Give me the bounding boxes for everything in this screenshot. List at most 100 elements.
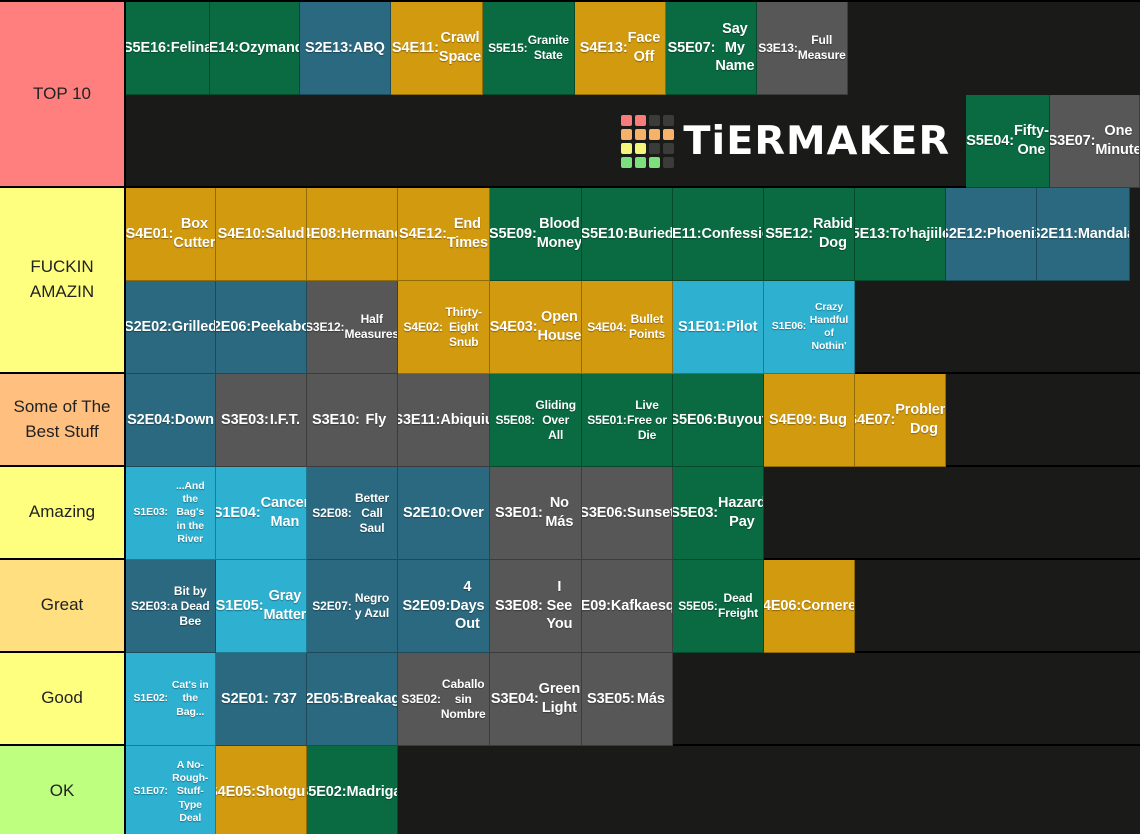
tier-item-tile[interactable]: S1E06: Crazy Handful of Nothin' <box>764 281 855 374</box>
tier-items-container[interactable]: S1E07:A No-Rough-Stuff-Type DealS4E05:Sh… <box>126 746 1140 834</box>
tier-item-tile[interactable]: S2E13: ABQ <box>300 2 391 95</box>
tier-item-tile[interactable]: S3E06: Sunset <box>582 467 673 560</box>
tier-item-tile[interactable]: S1E04: Cancer Man <box>216 467 307 560</box>
tier-item-title: ABQ <box>352 39 385 56</box>
tier-label-great[interactable]: Great <box>0 560 126 651</box>
tier-item-tile[interactable]: S4E03: Open House <box>490 281 582 374</box>
tier-item-code: S4E01: <box>126 225 174 242</box>
tier-item-tile[interactable]: S5E09: Blood Money <box>490 188 582 281</box>
tier-label-fuckin-amazin[interactable]: FUCKIN AMAZIN <box>0 188 126 372</box>
tier-item-tile[interactable]: S5E01: Live Free or Die <box>582 374 673 467</box>
tier-item-tile[interactable]: S5E14:Ozymandias <box>210 2 300 95</box>
tier-label-some-of-the-best-stuff[interactable]: Some of The Best Stuff <box>0 374 126 465</box>
tier-item-tile[interactable]: S2E07: Negro y Azul <box>307 560 398 653</box>
tier-item-tile[interactable]: S3E02: Caballo sin Nombre <box>398 653 490 746</box>
tier-item-title: Fly <box>365 411 387 428</box>
tier-item-tile[interactable]: S4E05:Shotgun <box>216 746 307 834</box>
tier-item-tile[interactable]: S4E11: Crawl Space <box>391 2 483 95</box>
tier-item-tile[interactable]: S4E07:Problem Dog <box>855 374 946 467</box>
tier-items-container[interactable]: S1E03: ...And the Bag's in the River S1E04… <box>126 467 1140 560</box>
tier-item-tile[interactable]: S4E09: Bug <box>764 374 855 467</box>
tier-item-title: Open House <box>537 309 582 344</box>
tier-item-code: S1E01: <box>678 318 726 335</box>
tier-item-tile[interactable]: S2E05:Breakage <box>307 653 398 746</box>
tier-item-tile[interactable]: S4E01: Box Cutter <box>126 188 216 281</box>
tier-item-title: Abiquiu <box>440 411 490 428</box>
tier-item-title: Rabid Dog <box>813 216 853 251</box>
tier-item-tile[interactable]: S3E12: Half Measures <box>307 281 398 374</box>
tier-item-tile[interactable]: S1E07: A No-Rough-Stuff-Type Deal <box>126 746 216 834</box>
tier-item-code: S4E06: <box>764 597 802 614</box>
tier-item-tile[interactable]: S5E12: Rabid Dog <box>764 188 855 281</box>
tier-item-tile[interactable]: S5E10: Buried <box>582 188 673 281</box>
tier-item-tile[interactable]: S3E13: Full Measure <box>757 2 848 95</box>
logo-grid-cell <box>635 143 647 154</box>
tier-item-code: S3E10: <box>312 411 360 428</box>
tier-item-tile[interactable]: S2E02: Grilled <box>126 281 216 374</box>
tier-item-tile[interactable]: S5E11:Confessions <box>673 188 764 281</box>
tier-item-tile[interactable]: S5E08: Gliding Over All <box>490 374 582 467</box>
tier-item-tile[interactable]: S3E04: Green Light <box>490 653 582 746</box>
tier-item-tile[interactable]: S3E09:Kafkaesque <box>582 560 673 653</box>
tier-item-tile[interactable]: S1E02: Cat's in the Bag... <box>126 653 216 746</box>
tier-item-title: Gray Matter <box>263 588 307 623</box>
tier-item-tile[interactable]: S3E10: Fly <box>307 374 398 467</box>
tier-item-code: S4E12: <box>399 225 447 242</box>
tier-item-tile[interactable]: S5E05: Dead Freight <box>673 560 764 653</box>
tier-item-tile[interactable]: S5E13:To'hajiilee <box>855 188 946 281</box>
tier-item-tile[interactable]: S1E05: Gray Matter <box>216 560 307 653</box>
tier-item-tile[interactable]: S1E01: Pilot <box>673 281 764 374</box>
logo-grid-cell <box>621 129 633 140</box>
tier-item-tile[interactable]: S2E09: 4 Days Out <box>398 560 490 653</box>
tier-label-amazing[interactable]: Amazing <box>0 467 126 558</box>
logo-grid-cell <box>649 143 661 154</box>
tier-item-code: S2E11: <box>1037 225 1078 242</box>
tier-item-title: Crawl Space <box>438 30 482 65</box>
tier-row: Amazing S1E03: ...And the Bag's in the Riv… <box>0 467 1140 560</box>
tier-item-tile[interactable]: S3E01: No Más <box>490 467 582 560</box>
tier-item-tile[interactable]: S2E08: Better Call Saul <box>307 467 398 560</box>
tier-item-tile[interactable]: S4E08:Hermanos <box>307 188 398 281</box>
tier-item-tile[interactable]: S2E06:Peekaboo <box>216 281 307 374</box>
tier-item-tile[interactable]: S2E04: Down <box>126 374 216 467</box>
tier-item-tile[interactable]: S3E07: One Minute <box>1050 95 1140 188</box>
tier-item-tile[interactable]: S3E11: Abiquiu <box>398 374 490 467</box>
tier-item-tile[interactable]: S5E15: Granite State <box>483 2 575 95</box>
tiermaker-logo: TiERMAKER <box>599 95 966 188</box>
tier-item-tile[interactable]: S4E02: Thirty-Eight Snub <box>398 281 490 374</box>
tier-item-title: Hazard Pay <box>718 495 764 530</box>
tier-item-tile[interactable]: S1E03: ...And the Bag's in the River <box>126 467 216 560</box>
tier-item-title: Buried <box>628 225 673 242</box>
tier-item-tile[interactable]: S5E16: Felina <box>126 2 210 95</box>
tier-item-tile[interactable]: S5E07: Say My Name <box>666 2 757 95</box>
tier-item-tile[interactable]: S3E05: Más <box>582 653 673 746</box>
tier-item-tile[interactable]: S4E12: End Times <box>398 188 490 281</box>
tier-item-tile[interactable]: S2E03: Bit by a Dead Bee <box>126 560 216 653</box>
tier-items-container[interactable]: S2E03: Bit by a Dead Bee S1E05: Gray Matter… <box>126 560 1140 653</box>
tier-item-tile[interactable]: S2E12:Phoenix <box>946 188 1037 281</box>
tier-items-container[interactable]: S2E04: Down S3E03: I.F.T. S3E10: Fly S3E11: Abi… <box>126 374 1140 467</box>
tier-item-tile[interactable]: S2E10: Over <box>398 467 490 560</box>
tier-item-tile[interactable]: S4E06:Cornered <box>764 560 855 653</box>
tier-item-code: S1E03: <box>133 506 169 519</box>
logo-grid-cell <box>621 157 633 168</box>
tier-items-container[interactable]: S4E01:Box CutterS4E10:SaludS4E08:Hermano… <box>126 188 1140 374</box>
tier-items-container[interactable]: S5E16:FelinaS5E14:OzymandiasS2E13:ABQS4E… <box>126 2 1140 188</box>
tier-item-tile[interactable]: S2E01: 737 <box>216 653 307 746</box>
tier-item-title: To'hajiilee <box>889 225 945 242</box>
tier-item-tile[interactable]: S5E03: Hazard Pay <box>673 467 764 560</box>
tier-item-tile[interactable]: S4E13: Face Off <box>575 2 666 95</box>
tier-item-tile[interactable]: S5E06: Buyout <box>673 374 764 467</box>
tier-items-container[interactable]: S1E02:Cat's in the Bag...S2E01:737S2E05:… <box>126 653 1140 746</box>
tier-label-ok[interactable]: OK <box>0 746 126 834</box>
tier-item-tile[interactable]: S5E04: Fifty-One <box>966 95 1050 188</box>
tier-label-good[interactable]: Good <box>0 653 126 744</box>
tier-item-tile[interactable]: S3E03: I.F.T. <box>216 374 307 467</box>
tier-item-tile[interactable]: S3E08: I See You <box>490 560 582 653</box>
tier-item-tile[interactable]: S5E02:Madrigal <box>307 746 398 834</box>
tier-item-tile[interactable]: S4E04: Bullet Points <box>582 281 673 374</box>
tier-label-top-10[interactable]: TOP 10 <box>0 2 126 186</box>
tier-item-tile[interactable]: S2E11:Mandala <box>1037 188 1130 281</box>
tier-item-tile[interactable]: S4E10: Salud <box>216 188 307 281</box>
